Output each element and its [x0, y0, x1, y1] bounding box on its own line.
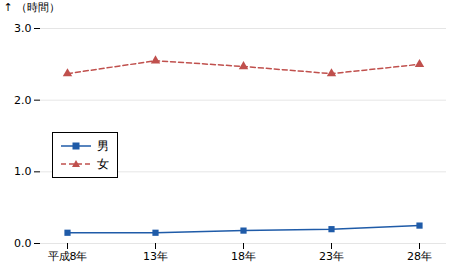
svg-text:18年: 18年 [231, 250, 256, 263]
svg-text:13年: 13年 [143, 250, 168, 263]
html-text:男: 男 [97, 139, 109, 153]
svg-text:2.0: 2.0 [14, 94, 32, 107]
html-text:女: 女 [97, 157, 109, 171]
svg-text:1.0: 1.0 [14, 165, 32, 178]
svg-text:28年: 28年 [407, 250, 432, 263]
svg-text:↑ （時間）: ↑ （時間） [4, 1, 61, 14]
svg-text:3.0: 3.0 [14, 22, 32, 35]
svg-text:23年: 23年 [319, 250, 344, 263]
svg-text:平成8年: 平成8年 [48, 250, 88, 263]
svg-text:0.0: 0.0 [14, 237, 32, 250]
